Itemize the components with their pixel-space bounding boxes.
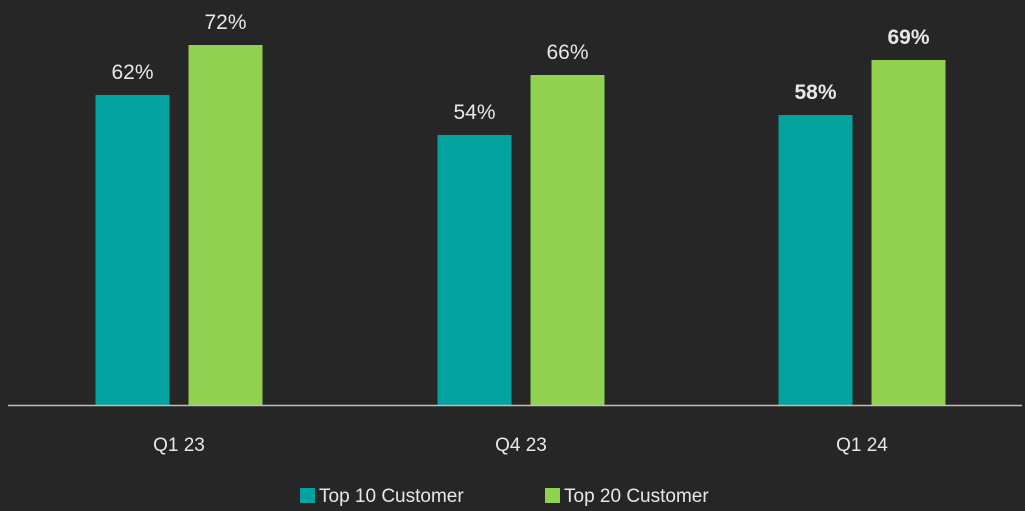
legend-label-top10: Top 10 Customer <box>319 486 464 507</box>
bar-top10-q1-23 <box>95 95 170 405</box>
legend-swatch-top20 <box>545 488 560 503</box>
bar-top10-q1-24 <box>778 115 853 405</box>
data-label-top20-q4-23: 66% <box>546 41 588 64</box>
category-label: Q1 23 <box>153 435 205 456</box>
bar-top20-q1-23 <box>188 45 263 405</box>
data-label-top10-q1-24: 58% <box>794 81 836 104</box>
bars-group <box>95 45 946 405</box>
legend: Top 10 Customer Top 20 Customer <box>300 486 709 507</box>
category-label: Q4 23 <box>495 435 547 456</box>
data-label-top20-q1-23: 72% <box>204 11 246 34</box>
data-label-top20-q1-24: 69% <box>887 26 929 49</box>
bar-top20-q4-23 <box>530 75 605 405</box>
data-label-top10-q4-23: 54% <box>453 101 495 124</box>
data-labels-group: 62% 72% 54% 66% 58% 69% <box>111 11 929 124</box>
bar-top10-q4-23 <box>437 135 512 405</box>
legend-swatch-top10 <box>300 488 315 503</box>
category-labels-group: Q1 23 Q4 23 Q1 24 <box>153 435 888 456</box>
bar-top20-q1-24 <box>871 60 946 405</box>
category-label: Q1 24 <box>836 435 888 456</box>
data-label-top10-q1-23: 62% <box>111 61 153 84</box>
legend-label-top20: Top 20 Customer <box>564 486 709 507</box>
